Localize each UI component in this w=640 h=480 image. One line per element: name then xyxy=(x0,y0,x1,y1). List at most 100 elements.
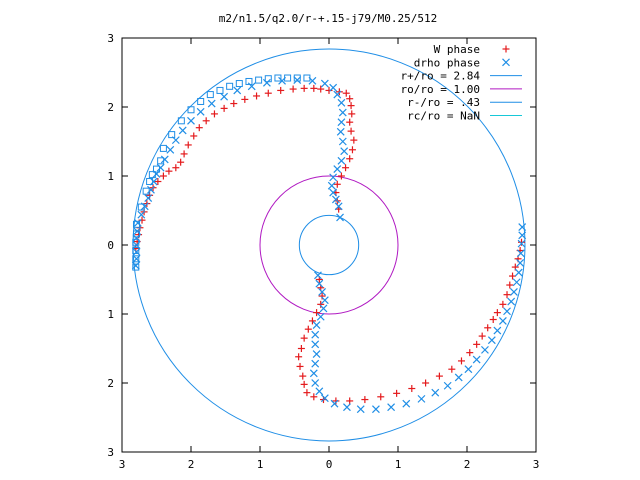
square-mark xyxy=(284,74,292,82)
data-point xyxy=(154,178,162,186)
data-point xyxy=(327,181,336,190)
data-point xyxy=(346,118,354,126)
data-point xyxy=(165,167,173,175)
x-mark xyxy=(481,345,489,354)
data-point xyxy=(311,330,320,339)
data-point xyxy=(303,389,311,397)
data-point xyxy=(304,325,312,333)
square-mark xyxy=(153,165,160,173)
x-mark xyxy=(160,155,169,164)
data-point xyxy=(297,345,305,352)
data-point xyxy=(177,158,185,166)
square-mark xyxy=(226,82,234,90)
data-point xyxy=(509,272,517,280)
data-point xyxy=(329,83,338,92)
x-mark xyxy=(315,387,324,396)
data-point xyxy=(157,157,165,165)
x-mark xyxy=(329,188,338,197)
data-point xyxy=(315,279,324,288)
data-point xyxy=(195,124,203,132)
x-tick-label: 3 xyxy=(119,458,126,471)
x-mark xyxy=(144,194,153,203)
y-tick-label: 1 xyxy=(107,170,114,183)
data-point xyxy=(320,394,329,403)
data-point xyxy=(300,84,308,92)
x-mark xyxy=(137,210,146,219)
data-point xyxy=(499,300,507,308)
x-mark xyxy=(487,336,496,345)
series-0 xyxy=(132,84,526,405)
data-point xyxy=(295,353,303,361)
square-mark xyxy=(293,74,301,82)
data-point xyxy=(142,187,150,195)
data-point xyxy=(146,178,154,186)
x-mark xyxy=(337,98,346,107)
square-mark xyxy=(264,75,272,83)
x-mark xyxy=(152,170,161,178)
data-point xyxy=(402,399,411,408)
legend-swatch xyxy=(502,45,510,53)
data-point xyxy=(518,231,527,240)
data-point xyxy=(346,155,354,163)
data-point xyxy=(387,403,396,412)
square-mark xyxy=(206,91,214,99)
data-point xyxy=(431,388,440,397)
data-point xyxy=(348,110,356,118)
data-point xyxy=(313,309,321,317)
data-point xyxy=(299,372,307,380)
data-point xyxy=(319,304,328,313)
data-point xyxy=(308,317,316,325)
data-point xyxy=(132,247,140,255)
data-point xyxy=(190,132,198,140)
x-mark xyxy=(431,388,440,397)
legend-label: r-/ro = .43 xyxy=(407,96,480,109)
data-point xyxy=(314,271,322,280)
data-point xyxy=(233,86,242,95)
x-mark xyxy=(187,116,195,125)
x-tick-label: 3 xyxy=(533,458,540,471)
data-point xyxy=(316,312,325,321)
square-mark xyxy=(132,220,140,228)
data-point xyxy=(312,350,321,358)
data-point xyxy=(241,95,249,103)
data-point xyxy=(347,102,355,110)
data-point xyxy=(132,238,140,246)
x-mark xyxy=(320,296,329,305)
legend-label: ro/ro = 1.00 xyxy=(401,83,480,96)
x-mark xyxy=(454,373,463,382)
x-mark xyxy=(311,340,320,349)
x-mark xyxy=(327,181,336,190)
x-mark xyxy=(338,108,347,117)
data-point xyxy=(168,131,176,139)
data-point xyxy=(293,76,302,85)
x-mark xyxy=(247,82,256,91)
data-point xyxy=(493,326,502,335)
x-tick-label: 0 xyxy=(326,458,333,471)
square-mark xyxy=(132,255,140,263)
x-mark xyxy=(330,399,339,408)
x-mark xyxy=(132,234,141,243)
square-mark xyxy=(197,97,205,105)
square-mark xyxy=(168,131,176,139)
legend-label: rc/ro = NaN xyxy=(407,110,480,123)
square-mark xyxy=(137,203,145,211)
data-point xyxy=(262,78,271,87)
data-point xyxy=(310,84,318,92)
data-point xyxy=(356,405,365,414)
data-point xyxy=(454,373,463,382)
x-mark xyxy=(314,271,322,280)
data-point xyxy=(133,218,142,227)
square-mark xyxy=(132,247,140,255)
data-point xyxy=(137,210,146,219)
data-point xyxy=(159,144,167,152)
data-point xyxy=(317,300,325,308)
x-mark xyxy=(516,249,525,258)
y-tick-label: 0 xyxy=(107,239,114,252)
data-point xyxy=(342,89,350,97)
x-mark xyxy=(518,223,527,231)
data-point xyxy=(184,141,192,149)
legend-label: drho phase xyxy=(414,56,480,69)
x-mark xyxy=(402,399,411,408)
x-mark xyxy=(311,359,320,368)
data-point xyxy=(311,340,320,349)
